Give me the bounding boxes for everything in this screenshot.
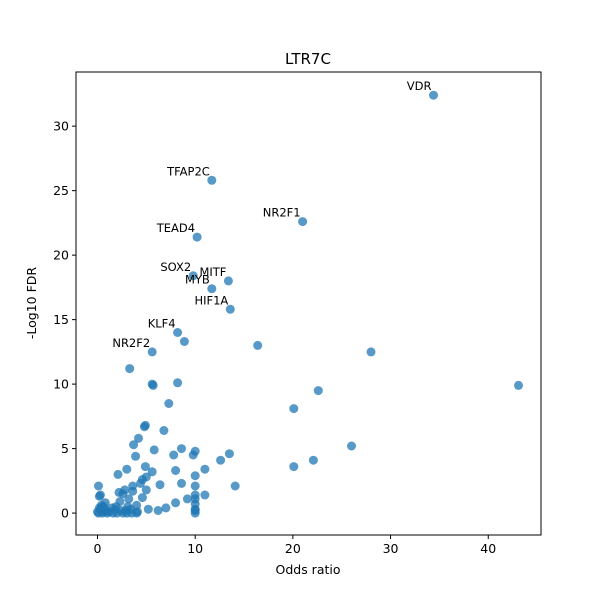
point-annotation: TEAD4 <box>156 221 195 235</box>
data-point <box>140 420 150 430</box>
point-annotation: SOX2 <box>160 260 191 274</box>
data-point <box>99 507 109 517</box>
data-point <box>289 404 299 414</box>
y-tick-label: 30 <box>53 119 69 134</box>
data-point <box>308 455 318 465</box>
x-tick-label: 0 <box>94 541 102 556</box>
data-point <box>143 504 153 514</box>
data-point <box>173 378 183 388</box>
data-point <box>224 449 234 459</box>
data-point <box>118 489 128 499</box>
y-tick-label: 0 <box>61 506 69 521</box>
data-point <box>141 485 151 495</box>
data-point <box>190 471 200 481</box>
data-point <box>128 486 138 496</box>
data-point <box>171 466 181 475</box>
data-point <box>188 271 198 281</box>
data-point <box>313 386 323 396</box>
data-point <box>188 450 198 460</box>
data-point <box>200 490 210 500</box>
points-layer <box>93 90 523 518</box>
data-point <box>159 426 169 435</box>
data-point <box>131 451 141 461</box>
data-point <box>124 494 134 504</box>
data-point <box>122 464 132 474</box>
data-point <box>137 493 147 503</box>
data-point <box>347 441 356 451</box>
data-point <box>147 467 157 477</box>
point-annotation: HIF1A <box>194 293 228 307</box>
data-point <box>147 347 157 357</box>
data-point <box>129 440 139 450</box>
y-axis-label: -Log10 FDR <box>24 267 39 340</box>
data-point <box>153 506 163 515</box>
data-point <box>200 464 210 474</box>
data-point <box>136 478 145 488</box>
data-point <box>225 304 235 314</box>
data-point <box>169 450 179 460</box>
data-point <box>514 380 523 390</box>
x-axis-label: Odds ratio <box>275 562 340 577</box>
data-point <box>155 480 165 490</box>
data-point <box>216 455 226 465</box>
y-tick-label: 5 <box>61 441 69 456</box>
data-point <box>133 507 142 517</box>
data-point <box>253 340 263 350</box>
data-point <box>190 506 200 515</box>
x-tick-label: 10 <box>187 541 203 556</box>
point-annotation: KLF4 <box>148 317 176 331</box>
data-point <box>230 481 240 491</box>
data-point <box>177 444 186 454</box>
data-point <box>134 433 143 443</box>
data-point <box>429 90 438 100</box>
data-point <box>171 498 181 508</box>
data-point <box>289 462 299 472</box>
data-point <box>164 399 174 408</box>
y-tick-label: 20 <box>53 248 69 263</box>
point-annotation: NR2F1 <box>263 206 301 220</box>
data-point <box>179 337 189 346</box>
data-point <box>110 504 120 514</box>
data-point <box>173 328 183 337</box>
x-tick-label: 20 <box>285 541 301 556</box>
data-point <box>94 481 103 491</box>
data-point <box>190 481 200 491</box>
data-point <box>298 217 308 227</box>
data-point <box>94 491 104 501</box>
data-point <box>140 462 150 472</box>
x-tick-label: 30 <box>383 541 399 556</box>
chart-title: LTR7C <box>285 50 331 68</box>
data-point <box>177 478 186 488</box>
data-point <box>366 347 376 357</box>
y-axis-ticks: 0 5 10 15 20 25 30 <box>53 119 76 521</box>
point-annotation: MITF <box>199 265 226 279</box>
data-point <box>182 494 192 504</box>
point-annotation: NR2F2 <box>112 336 150 350</box>
y-tick-label: 15 <box>53 312 69 327</box>
data-point <box>207 175 217 185</box>
data-point <box>147 379 157 389</box>
data-point <box>149 445 159 455</box>
data-point <box>125 364 135 374</box>
data-point <box>223 276 233 286</box>
point-annotation: TFAP2C <box>166 164 210 178</box>
data-point <box>113 469 123 479</box>
point-annotation: VDR <box>407 79 432 93</box>
data-point <box>161 503 171 513</box>
y-tick-label: 10 <box>53 377 69 392</box>
x-axis-ticks: 0 10 20 30 40 <box>94 535 496 556</box>
x-tick-label: 40 <box>480 541 496 556</box>
data-point <box>192 232 202 242</box>
plot-area-frame <box>75 71 542 536</box>
point-annotation: MYB <box>185 273 210 287</box>
y-tick-label: 25 <box>53 183 69 198</box>
data-point <box>207 284 217 294</box>
